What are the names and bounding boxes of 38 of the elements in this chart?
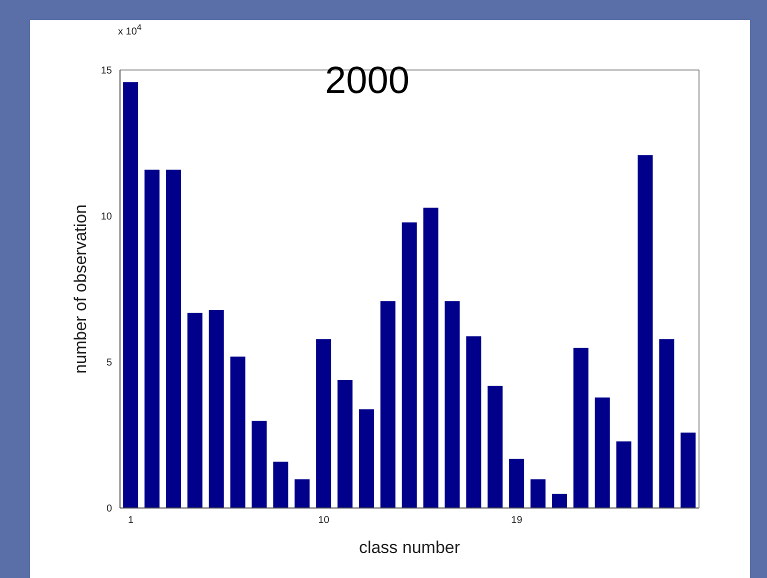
y-tick-label: 10 xyxy=(100,212,112,223)
bar xyxy=(294,478,311,508)
x-axis-title: class number xyxy=(358,538,460,557)
bar xyxy=(229,356,246,508)
bar xyxy=(144,168,161,508)
bar xyxy=(186,312,204,508)
bar xyxy=(122,81,140,508)
x-tick-label: 1 xyxy=(128,515,134,526)
bar xyxy=(379,300,396,508)
bar xyxy=(508,458,526,508)
bar xyxy=(486,384,504,508)
bar xyxy=(164,168,182,508)
x-tick-label: 10 xyxy=(318,515,330,526)
bar xyxy=(615,440,632,508)
bar xyxy=(530,478,547,508)
bar xyxy=(444,300,461,508)
y-tick-label: 15 xyxy=(100,66,112,77)
bar xyxy=(594,396,611,508)
bar xyxy=(358,408,375,508)
bar xyxy=(315,338,332,508)
bar xyxy=(336,379,354,508)
bar xyxy=(550,492,568,508)
y-axis-title: number of observation xyxy=(71,204,90,374)
bar xyxy=(636,154,654,508)
bar xyxy=(400,221,418,508)
bar xyxy=(658,338,676,508)
bar xyxy=(572,346,590,508)
bar xyxy=(208,308,225,508)
bar xyxy=(272,460,290,508)
x-tick-label: 19 xyxy=(511,515,523,526)
bar xyxy=(680,432,697,508)
chart-title: 2000 xyxy=(325,60,410,103)
bar xyxy=(465,335,482,508)
y-tick-label: 5 xyxy=(106,358,112,369)
text: x 10$^{4}$ xyxy=(118,22,142,38)
bar xyxy=(422,206,440,508)
y-tick-label: 0 xyxy=(106,504,112,515)
bar xyxy=(250,420,268,508)
